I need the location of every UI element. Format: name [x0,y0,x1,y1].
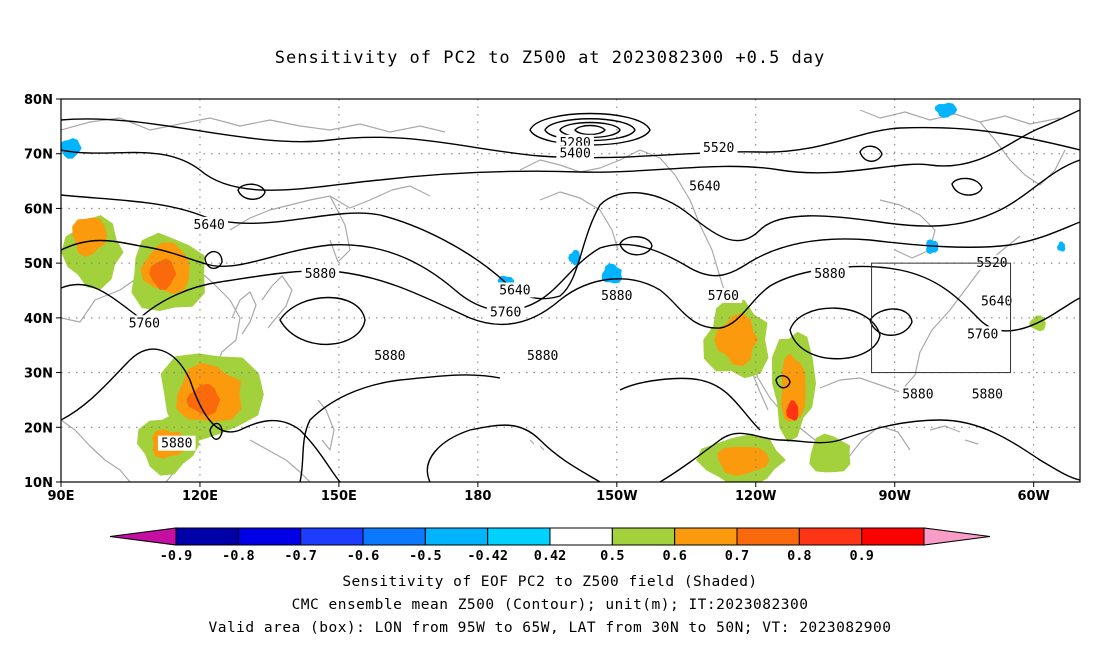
colorbar-label: -0.42 [467,548,508,564]
contour-label: 5880 [972,387,1003,402]
caption-valid-area: Valid area (box): LON from 95W to 65W, L… [208,620,892,636]
colorbar-bin [487,527,551,546]
colorbar-bin [549,527,613,546]
colorbar-bin [736,527,800,546]
colorbar-label: 0.8 [787,548,811,564]
valid-area-box [871,262,1012,374]
shaded-region [786,400,799,421]
contour-label: 5880 [902,387,933,402]
colorbar-bin [424,527,489,546]
lat-tick-label: 40N [24,312,53,327]
shaded-region [781,353,806,423]
colorbar-bin [798,527,863,546]
colorbar-bin [300,527,364,546]
contour-label: 5640 [981,294,1012,309]
shaded-region [149,258,177,290]
contour-label: 5880 [305,267,336,282]
shaded-region [72,217,108,257]
lat-tick-label: 30N [24,367,53,382]
colorbar-bin [362,527,426,546]
colorbar-bin [861,527,925,546]
contour-label: 5520 [703,141,734,156]
contour-label: 5760 [490,305,521,320]
caption-contour: CMC ensemble mean Z500 (Contour); unit(m… [291,597,809,613]
lat-tick-label: 20N [24,421,53,436]
caption-shading: Sensitivity of EOF PC2 to Z500 field (Sh… [342,574,758,590]
colorbar-low-arrow [109,527,177,546]
chart-title: Sensitivity of PC2 to Z500 at 2023082300… [274,48,826,68]
colorbar-bin [611,527,676,546]
colorbar-high-arrow [923,527,991,546]
contour-label: 5880 [601,289,632,304]
colorbar-label: 0.9 [849,548,873,564]
shaded-region [61,138,82,159]
lon-tick-label: 150W [596,489,637,504]
lat-tick-label: 60N [24,202,53,217]
contour-label: 5640 [689,180,720,195]
contour-label: 5760 [967,327,998,342]
lon-tick-label: 120E [182,489,218,504]
shaded-region [926,239,939,254]
map-frame [60,98,1081,483]
shaded-region [1057,241,1066,252]
lon-tick-label: 120W [735,489,776,504]
contour-label: 5760 [708,289,739,304]
colorbar-label: -0.5 [409,548,442,564]
contour-label: 5400 [559,147,590,162]
colorbar-label: 0.5 [600,548,624,564]
colorbar-label: 0.42 [534,548,567,564]
shaded-region [809,433,851,473]
colorbar-label: -0.8 [222,548,255,564]
lon-tick-label: 90E [48,489,75,504]
colorbar-bin [237,527,302,546]
lat-tick-label: 70N [24,148,53,163]
colorbar-label: 0.7 [725,548,749,564]
colorbar-bin [175,527,239,546]
shaded-region [935,102,958,118]
contour-label: 5880 [374,349,405,364]
contour-label: 5640 [499,284,530,299]
colorbar-label: 0.6 [662,548,686,564]
contour-label: 5880 [527,349,558,364]
lat-tick-label: 80N [24,93,53,108]
z500-contours [61,109,1080,482]
colorbar-bin [674,527,738,546]
colorbar: -0.9 -0.8 -0.7 -0.6 -0.5 -0.42 0.42 0.5 0.6 0.7 0.… [109,527,991,564]
lon-tick-label: 60W [1017,489,1049,504]
colorbar-label: -0.6 [347,548,380,564]
lat-tick-label: 10N [24,476,53,491]
lon-tick-label: 180 [464,489,491,504]
contour-label: 5880 [161,437,192,452]
shaded-region [717,446,770,476]
valid-area-rect [871,262,1012,374]
lon-tick-label: 90W [879,489,911,504]
colorbar-label: -0.7 [284,548,317,564]
colorbar-label: -0.9 [160,548,193,564]
lon-tick-label: 150E [321,489,357,504]
contour-label: 5880 [814,267,845,282]
contour-label: 5760 [129,316,160,331]
contour-label: 5640 [194,218,225,233]
lat-tick-label: 50N [24,257,53,272]
